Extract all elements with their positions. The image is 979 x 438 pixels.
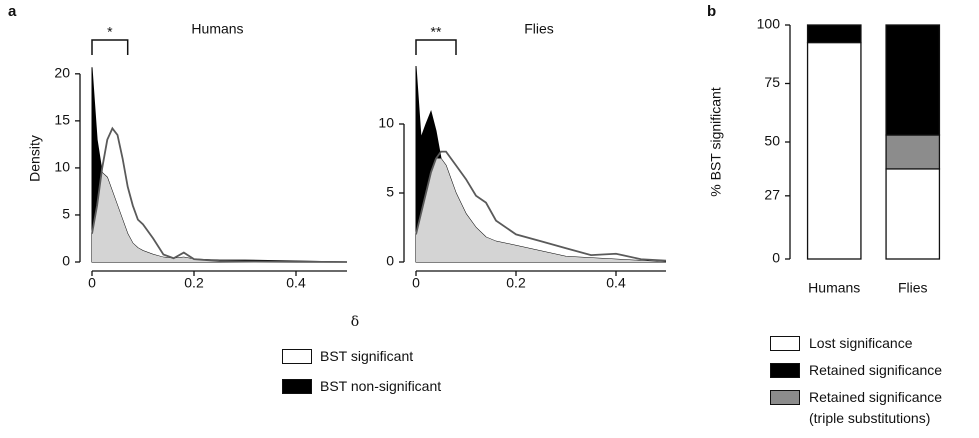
x-tick-label: 0 [412, 275, 420, 291]
x-tick-label: Flies [898, 280, 928, 296]
y-tick-label: 15 [54, 112, 70, 128]
x-tick-label: 0.4 [286, 275, 306, 291]
legend-label: BST non-significant [320, 378, 442, 394]
density-line [415, 150, 667, 262]
legend-swatch [770, 390, 800, 405]
density-line [91, 126, 348, 263]
bar-segment [885, 24, 941, 136]
y-tick-label: 5 [62, 206, 70, 222]
bar-segment [885, 134, 941, 170]
legend-swatch [282, 379, 312, 394]
y-axis-label: Density [27, 135, 43, 182]
legend-label: Retained significance (triple substituti… [809, 389, 943, 426]
x-tick-label: 0 [88, 275, 96, 291]
legend-label: Retained significance [809, 362, 943, 378]
panel-label: a [8, 3, 17, 20]
y-tick-label: 100 [757, 16, 781, 32]
x-tick-label: Humans [808, 280, 860, 296]
y-tick-label: 0 [386, 253, 394, 269]
y-tick-label: 50 [764, 133, 780, 149]
bracket [415, 39, 457, 55]
x-tick-label: 0.2 [184, 275, 204, 291]
y-tick-label: 75 [764, 74, 780, 90]
y-tick-label: 20 [54, 65, 70, 81]
legend-swatch [770, 363, 800, 378]
x-axis-label: δ [351, 314, 359, 330]
x-tick-label: 0.4 [606, 275, 626, 291]
density-area [91, 67, 348, 263]
overlap-area [416, 158, 666, 262]
legend-swatch [770, 336, 800, 351]
legend-swatch [282, 349, 312, 364]
y-tick-label: 10 [378, 115, 394, 131]
chart-title: Humans [191, 21, 243, 37]
y-tick-label: 5 [386, 184, 394, 200]
overlap-area [92, 172, 347, 262]
significance-label: * [107, 24, 113, 40]
panel-label: b [707, 3, 716, 20]
x-tick-label: 0.2 [506, 275, 526, 291]
y-tick-label: 0 [772, 250, 780, 266]
bar-segment [806, 41, 862, 260]
y-tick-label: 27 [764, 187, 780, 203]
bar-segment [806, 24, 862, 44]
bar-segment [885, 168, 941, 260]
chart-title: Flies [524, 21, 554, 37]
y-tick-label: 0 [62, 253, 70, 269]
y-tick-label: 10 [54, 159, 70, 175]
legend-label: Lost significance [809, 335, 913, 351]
bracket [91, 39, 129, 55]
y-axis-label: % BST significant [708, 87, 724, 197]
significance-label: ** [431, 24, 442, 40]
legend-label: BST significant [320, 348, 414, 364]
